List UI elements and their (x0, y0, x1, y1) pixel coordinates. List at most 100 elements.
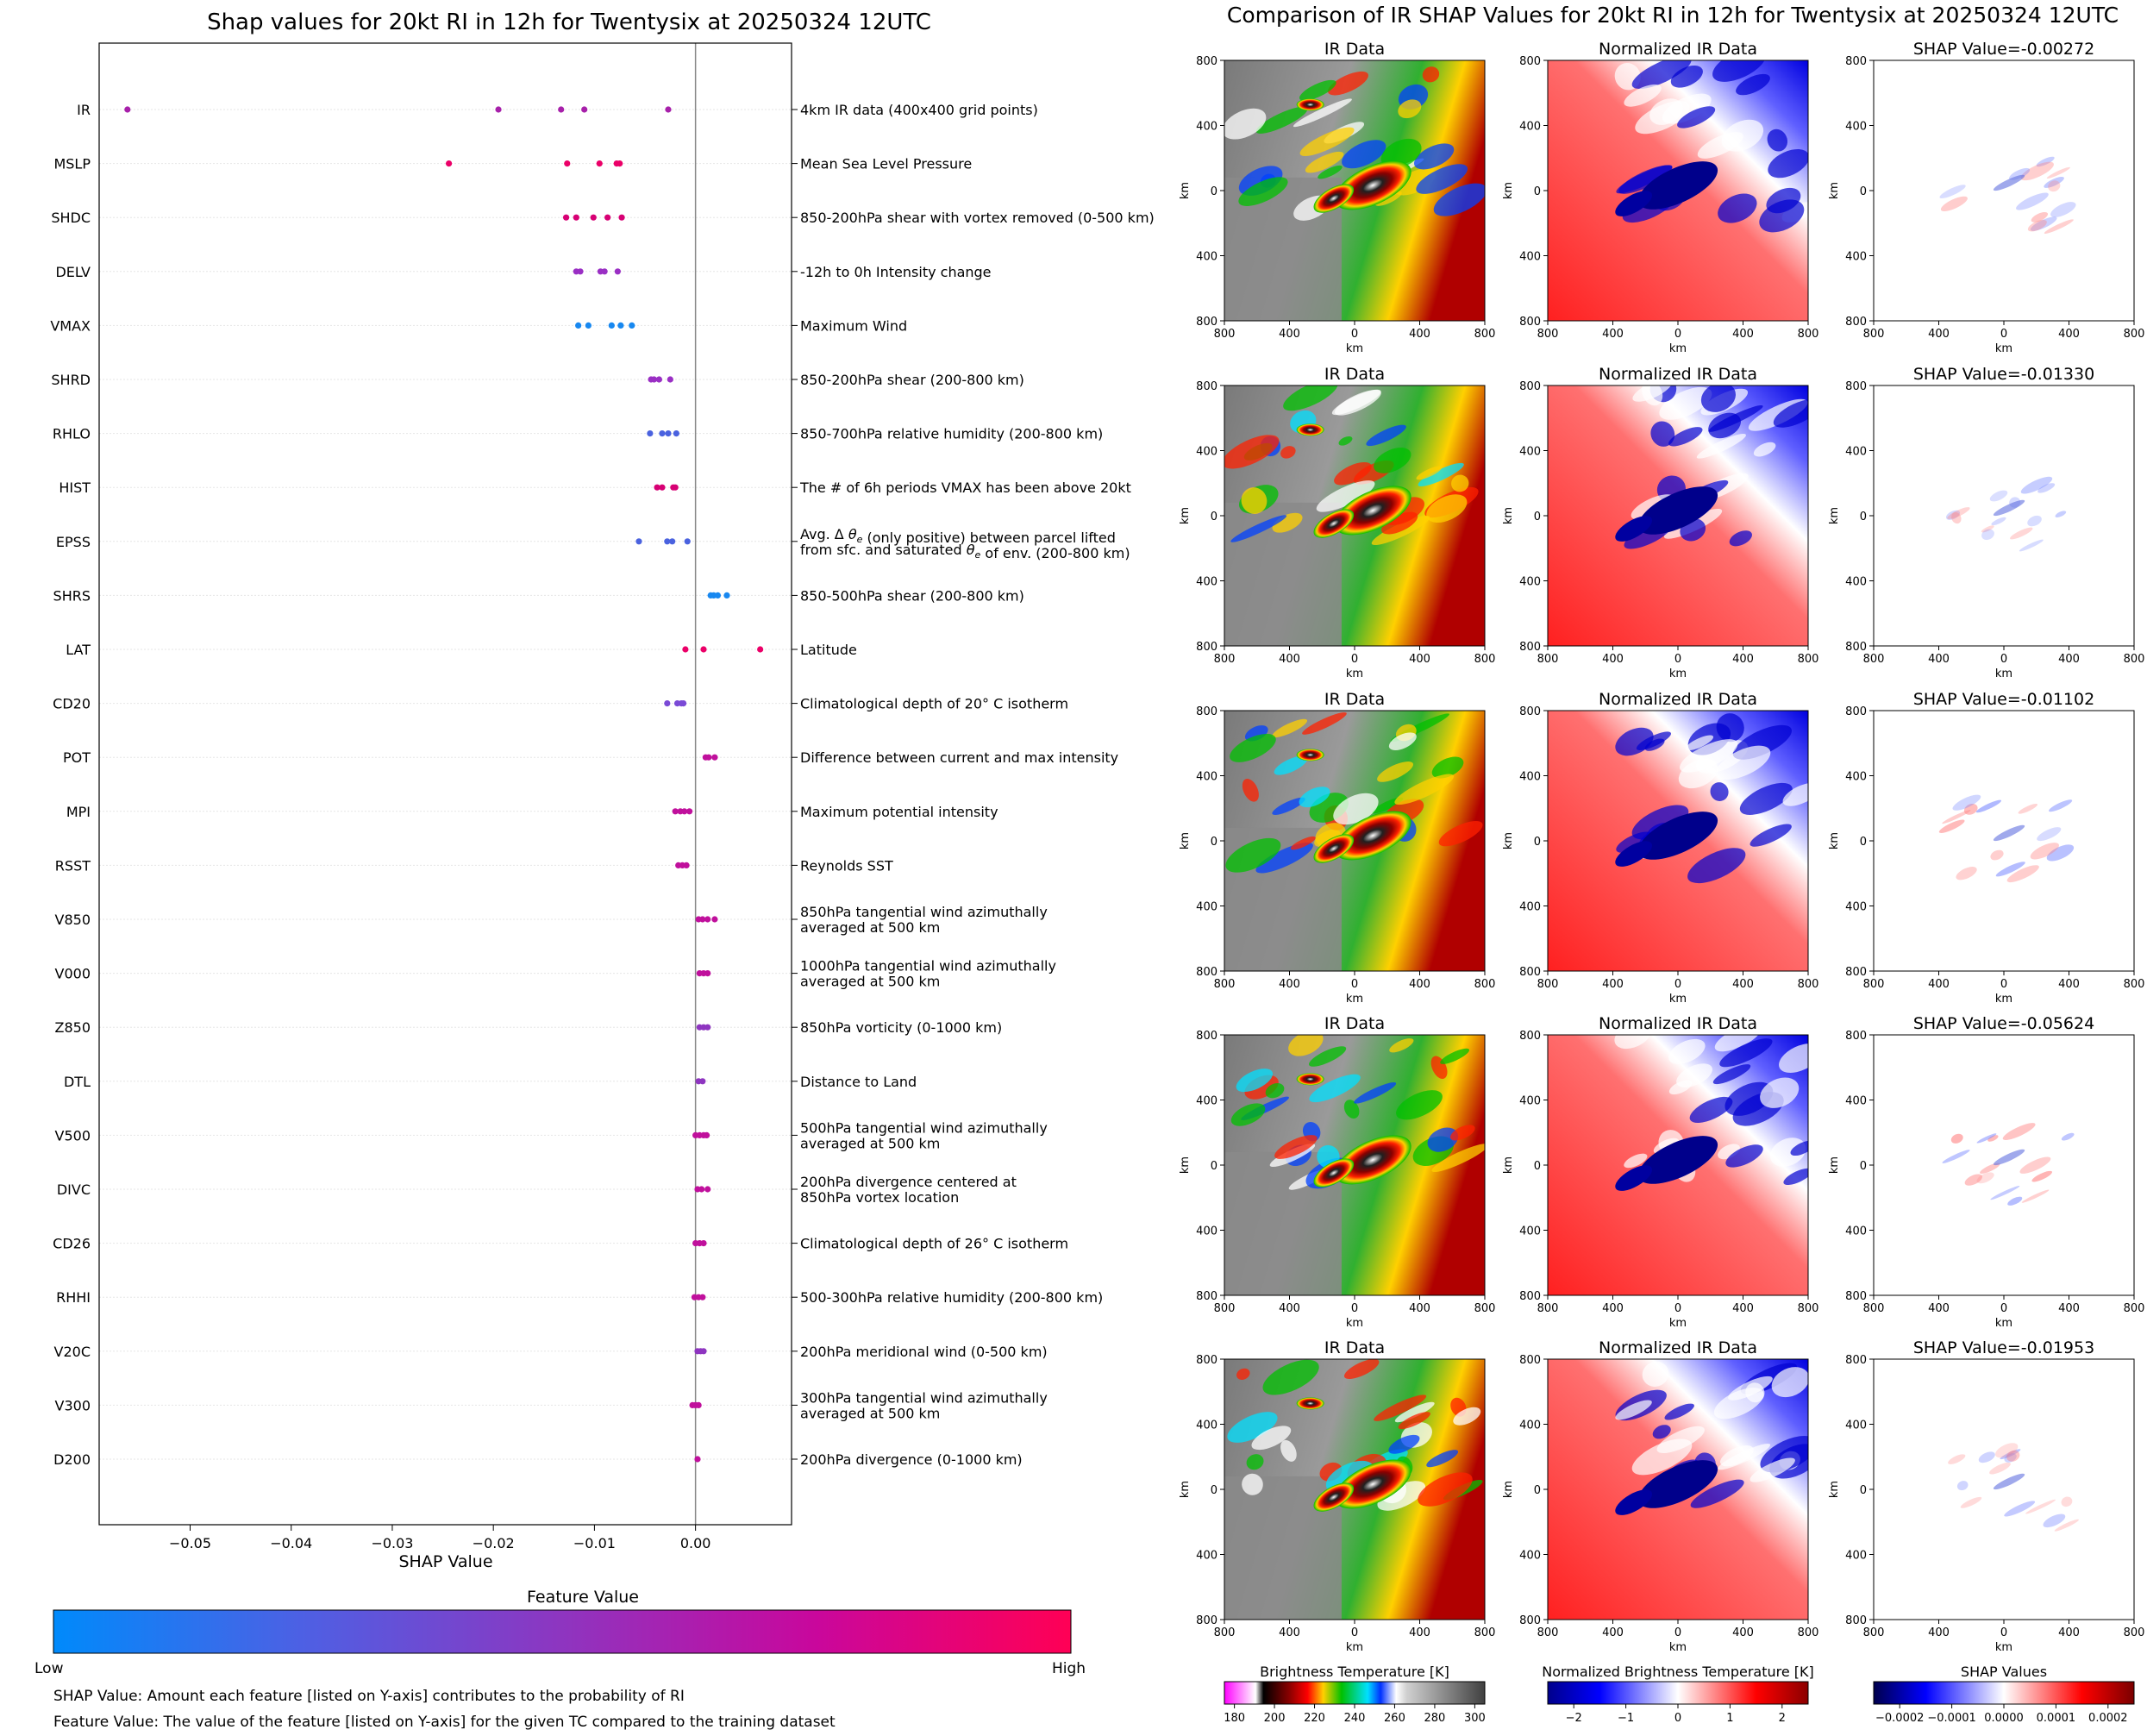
left-plot-frame (98, 42, 792, 1526)
panel-x-tick-label: 800 (1537, 978, 1559, 991)
panel-y-tick-label: 800 (1845, 55, 1867, 68)
panel-image (1874, 60, 2134, 321)
ir-cloud-blob (1338, 436, 1353, 446)
shap-blob (1980, 1163, 2000, 1175)
shap-blob (1989, 490, 2008, 502)
panel-x-tick-label: 0 (1674, 328, 1681, 341)
panel-y-tick-label: 400 (1519, 251, 1541, 264)
panel-x-tick-label: 800 (1214, 1302, 1236, 1315)
ir-cloud-blob (1309, 1074, 1361, 1103)
panel-y-tick-label: 400 (1845, 771, 1867, 784)
ir-cloud-blob (1255, 843, 1313, 874)
ir-cloud-blob (1398, 99, 1422, 119)
shap-point-hist (659, 484, 666, 491)
feature-name-label: RHLO (53, 426, 91, 442)
panel-y-tick-label: 800 (1196, 55, 1217, 68)
panel-y-tick-label: 0 (1860, 185, 1867, 198)
shap-blob (1995, 862, 2025, 877)
feature-name-label: SHRS (53, 587, 91, 604)
panel-r0-c0: IR Data 800 400 0 400 800 km 800 400 0 400 800 km (1179, 40, 1495, 355)
panel-x-tick-label: 0 (2000, 653, 2007, 666)
panel-y-tick-label: 400 (1519, 1420, 1541, 1432)
colorbar-tick-label: −0.0002 (1875, 1712, 1924, 1725)
feature-description: 200hPa meridional wind (0-500 km) (800, 1344, 1048, 1360)
panel-x-tick-label: 800 (1863, 978, 1885, 991)
panel-y-tick-label: 400 (1196, 576, 1217, 589)
shap-point-shdc (618, 214, 625, 221)
norm-cloud-blob (1782, 782, 1808, 806)
norm-cold-core (1615, 841, 1653, 867)
shap-blob (1948, 1454, 1966, 1464)
panel-x-tick-label: 400 (1602, 328, 1624, 341)
ir-convective-core (1334, 160, 1412, 210)
colorbar-2 (1873, 1681, 2135, 1705)
feature-name-label: SHDC (51, 210, 91, 226)
feature-name-label: LAT (66, 642, 91, 658)
panel-x-tick-label: 400 (2058, 1626, 2080, 1639)
shap-blob (1938, 819, 1965, 833)
panel-x-tick-label: 400 (1928, 1626, 1950, 1639)
norm-cloud-blob (1718, 193, 1757, 223)
norm-cloud-blob (1624, 84, 1662, 107)
panel-x-tick-label: 400 (1602, 978, 1624, 991)
shap-point-mpi (681, 808, 688, 815)
shap-point-ir (124, 106, 131, 113)
norm-cloud-blob (1631, 805, 1689, 840)
shap-blob (1975, 799, 2002, 813)
ir-cloud-blob (1230, 733, 1276, 762)
panel-y-tick-label: 0 (1211, 1484, 1217, 1497)
norm-cloud-blob (1670, 66, 1703, 88)
feature-name-label: IR (77, 102, 91, 118)
shap-blob (2006, 1450, 2020, 1462)
panel-y-tick-label: 400 (1519, 446, 1541, 459)
norm-cloud-blob (1631, 60, 1692, 90)
norm-cloud-blob (1759, 199, 1805, 233)
panel-x-tick-label: 0 (1351, 978, 1358, 991)
panel-title: Normalized IR Data (1599, 365, 1757, 384)
shap-point-vmax (585, 322, 592, 329)
norm-cloud-blob (1769, 1137, 1806, 1167)
feature-name-label: V500 (55, 1127, 91, 1144)
shap-blob (1963, 804, 1978, 815)
feature-description: 850-200hPa shear with vortex removed (0-… (800, 210, 1155, 226)
panel-x-label: km (1346, 1317, 1363, 1330)
feature-description: Latitude (800, 642, 857, 658)
shap-blob (2004, 1501, 2036, 1517)
shap-value-title: SHAP Value=-0.01330 (1913, 365, 2094, 384)
feature-description: 200hPa divergence (0-1000 km) (800, 1451, 1023, 1468)
panel-y-tick-label: 800 (1845, 1614, 1867, 1627)
shap-point-mslp (446, 160, 453, 167)
panel-y-tick-label: 400 (1196, 251, 1217, 264)
panel-y-tick-label: 800 (1845, 966, 1867, 979)
ir-cloud-blob (1242, 778, 1259, 802)
norm-cold-core (1615, 1489, 1653, 1515)
feature-description: Distance to Land (800, 1074, 917, 1090)
panel-title: Normalized IR Data (1599, 690, 1757, 709)
ir-convective-core (1313, 834, 1355, 863)
shap-blob (2000, 1449, 2021, 1460)
panel-y-tick-label: 800 (1845, 1030, 1867, 1043)
shap-blob (2054, 1519, 2080, 1532)
norm-cloud-blob (1729, 530, 1752, 547)
panel-x-label: km (1995, 342, 2012, 355)
panel-y-tick-label: 0 (1860, 836, 1867, 849)
ir-cloud-blob (1274, 1135, 1318, 1159)
x-tick-label: −0.05 (169, 1535, 211, 1551)
panel-x-tick-label: 0 (2000, 978, 2007, 991)
shap-background (1874, 385, 2134, 646)
shap-value-title: SHAP Value=-0.00272 (1913, 40, 2094, 59)
shap-point-cd20 (664, 700, 671, 707)
ir-cloud-blob (1230, 1103, 1266, 1126)
shap-blob (2044, 219, 2074, 234)
panel-y-tick-label: 400 (1196, 901, 1217, 914)
panel-x-tick-label: 0 (1351, 328, 1358, 341)
norm-cloud-blob (1745, 1382, 1765, 1403)
panel-x-tick-label: 400 (1409, 978, 1430, 991)
shap-blob (2043, 1514, 2066, 1528)
ir-cloud-blob (1440, 1048, 1470, 1064)
panel-r3-c1: Normalized IR Data 800 400 0 400 800 km 800 400 0… (1502, 1014, 1818, 1330)
panel-x-tick-label: 800 (1474, 1626, 1496, 1639)
feature-name-label: VMAX (50, 317, 91, 334)
ir-cloud-blob (1451, 474, 1469, 492)
panel-y-tick-label: 400 (1845, 901, 1867, 914)
